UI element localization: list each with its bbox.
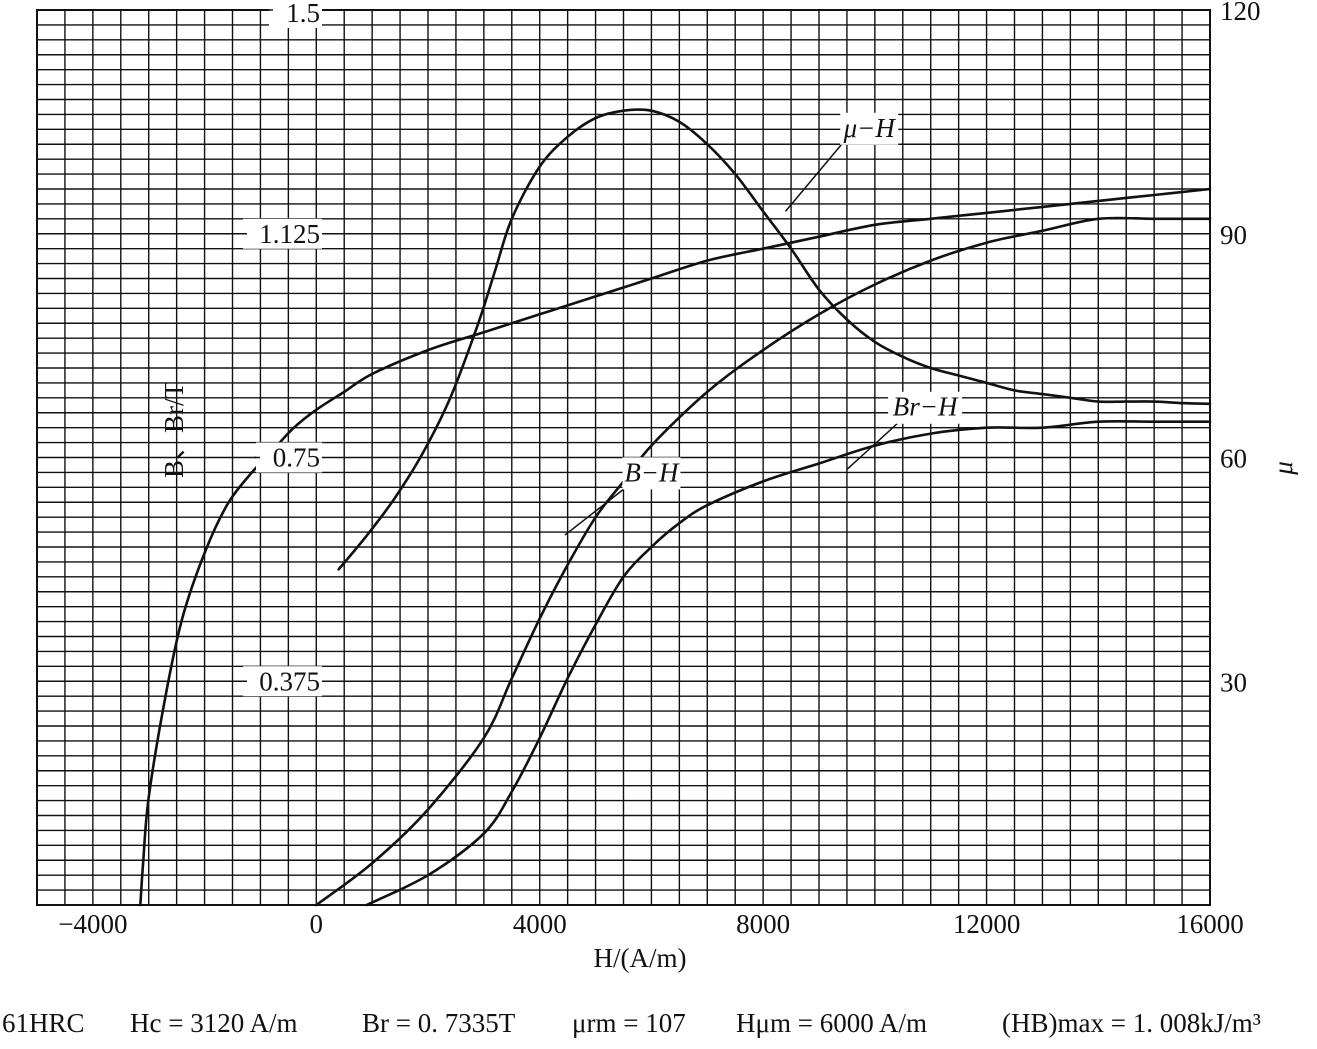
footer-parameters: 61HRC Hc = 3120 A/m Br = 0. 7335T μrm = … (0, 1008, 1317, 1049)
y-right-tick-label: 90 (1220, 220, 1247, 250)
label-leader-line (564, 488, 624, 536)
x-axis-title: H/(A/m) (594, 943, 687, 973)
tick-label-background (269, 0, 322, 28)
x-tick-label: 12000 (953, 909, 1021, 939)
curve-label: B−H (624, 457, 680, 487)
footer-energy-product: (HB)max = 1. 008kJ/m³ (1002, 1008, 1261, 1038)
curve-unlabeled-3 (365, 419, 1212, 907)
y-left-tick-label: 0.75 (273, 443, 320, 473)
footer-hardness: 61HRC (2, 1008, 85, 1038)
right-axis-title: μ (1268, 461, 1298, 476)
curves (139, 108, 1212, 907)
footer-field-at-max-permeability: Hμm = 6000 A/m (736, 1008, 927, 1038)
bh-curve-chart: μ−H B−H Br−H 0.375 0.75 1.125 1.5 −4000 0 4000 8… (36, 0, 1298, 973)
x-tick-label: 16000 (1176, 909, 1244, 939)
y-left-tick-label: 0.375 (259, 666, 320, 696)
curve-bh (139, 187, 1212, 907)
curve-label: μ−H (843, 113, 897, 143)
label-background (622, 457, 681, 490)
right-axis-ticks: 30 60 90 120 (1220, 0, 1261, 697)
tick-label-background (243, 666, 322, 697)
label-background (888, 391, 963, 424)
tick-label-background (243, 218, 322, 249)
x-tick-label: 4000 (513, 909, 567, 939)
footer-remanence: Br = 0. 7335T (362, 1008, 516, 1038)
y-right-tick-label: 120 (1220, 0, 1261, 26)
left-axis-ticks: 0.375 0.75 1.125 1.5 (241, 0, 322, 697)
plot-frame (36, 9, 1211, 906)
y-left-tick-label: 1.5 (286, 0, 320, 28)
label-leader-line (784, 144, 842, 212)
curve-h (337, 108, 1212, 571)
y-right-tick-label: 60 (1220, 444, 1247, 474)
left-axis-title: B、Br/T (159, 381, 189, 478)
x-axis-ticks: −4000 0 4000 8000 12000 16000 (58, 909, 1244, 939)
footer-max-permeability: μrm = 107 (572, 1008, 686, 1038)
footer-coercivity: Hc = 3120 A/m (130, 1008, 298, 1038)
label-leader-line (846, 423, 898, 470)
x-tick-label: −4000 (58, 909, 127, 939)
tick-label-background (256, 442, 322, 473)
y-left-tick-label: 1.125 (259, 219, 320, 249)
x-tick-label: 0 (310, 909, 324, 939)
curve-brh (314, 216, 1212, 907)
x-tick-label: 8000 (736, 909, 790, 939)
label-leaders: μ−H B−H Br−H (564, 112, 963, 536)
label-background (840, 112, 899, 145)
y-right-tick-label: 30 (1220, 667, 1247, 697)
curve-label: Br−H (893, 392, 959, 422)
